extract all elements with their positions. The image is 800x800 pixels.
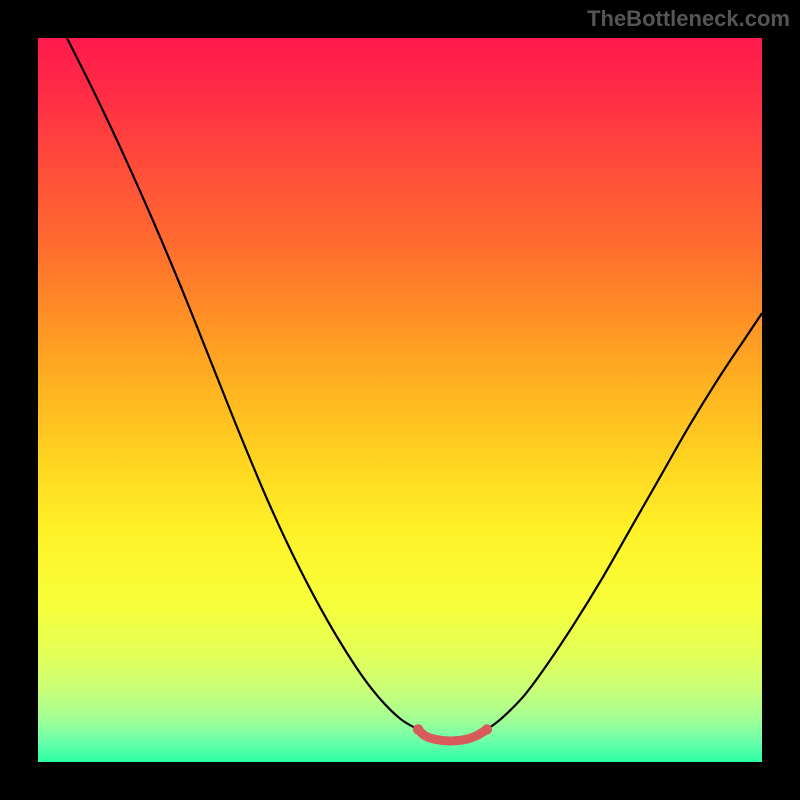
bottleneck-left-curve [67, 38, 418, 729]
chart-plot-area [38, 38, 762, 762]
curves-svg [38, 38, 762, 762]
optimal-zone-curve [418, 729, 487, 741]
bottleneck-right-curve [487, 313, 762, 729]
attribution-label: TheBottleneck.com [587, 6, 790, 32]
bottleneck-chart: TheBottleneck.com [0, 0, 800, 800]
optimal-zone-end-dot [482, 724, 492, 734]
optimal-zone-start-dot [413, 724, 423, 734]
